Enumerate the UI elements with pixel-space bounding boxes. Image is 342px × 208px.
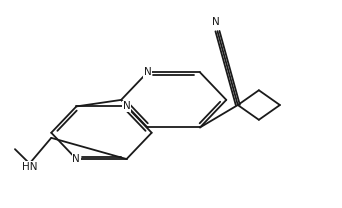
Text: HN: HN — [22, 162, 37, 172]
Text: N: N — [73, 154, 80, 164]
Text: N: N — [212, 17, 220, 27]
Text: N: N — [123, 102, 130, 111]
Text: N: N — [144, 67, 151, 77]
